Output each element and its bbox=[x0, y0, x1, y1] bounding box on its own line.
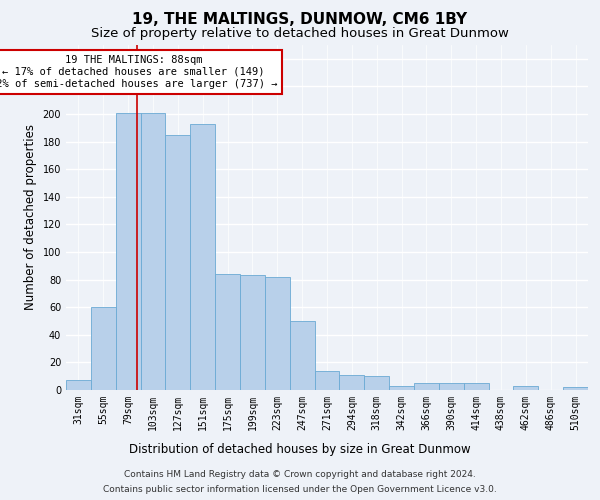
Bar bbox=[240, 276, 265, 390]
Bar bbox=[439, 383, 464, 390]
Bar bbox=[464, 383, 488, 390]
Bar bbox=[265, 277, 290, 390]
Text: Contains public sector information licensed under the Open Government Licence v3: Contains public sector information licen… bbox=[103, 485, 497, 494]
Bar bbox=[414, 383, 439, 390]
Text: Size of property relative to detached houses in Great Dunmow: Size of property relative to detached ho… bbox=[91, 28, 509, 40]
Text: 19, THE MALTINGS, DUNMOW, CM6 1BY: 19, THE MALTINGS, DUNMOW, CM6 1BY bbox=[133, 12, 467, 28]
Bar bbox=[215, 274, 240, 390]
Bar bbox=[314, 370, 340, 390]
Bar bbox=[364, 376, 389, 390]
Text: 19 THE MALTINGS: 88sqm
← 17% of detached houses are smaller (149)
82% of semi-de: 19 THE MALTINGS: 88sqm ← 17% of detached… bbox=[0, 56, 277, 88]
Y-axis label: Number of detached properties: Number of detached properties bbox=[24, 124, 37, 310]
Bar bbox=[340, 375, 364, 390]
Bar bbox=[514, 386, 538, 390]
Bar bbox=[563, 387, 588, 390]
Bar bbox=[166, 134, 190, 390]
Bar bbox=[116, 112, 140, 390]
Bar bbox=[140, 112, 166, 390]
Bar bbox=[290, 321, 314, 390]
Text: Distribution of detached houses by size in Great Dunmow: Distribution of detached houses by size … bbox=[129, 442, 471, 456]
Bar bbox=[190, 124, 215, 390]
Bar bbox=[66, 380, 91, 390]
Text: Contains HM Land Registry data © Crown copyright and database right 2024.: Contains HM Land Registry data © Crown c… bbox=[124, 470, 476, 479]
Bar bbox=[389, 386, 414, 390]
Bar bbox=[91, 307, 116, 390]
